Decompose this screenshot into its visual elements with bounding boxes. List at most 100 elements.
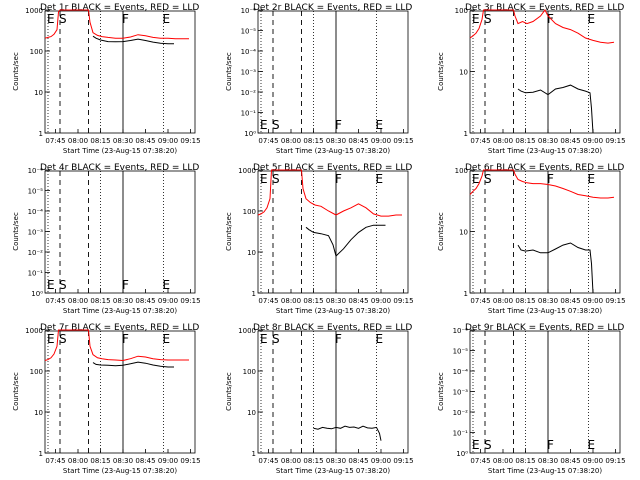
panel-title: Det 5r BLACK = Events, RED = LLD [253, 163, 412, 173]
phase-marker-e: E [163, 12, 171, 26]
phase-marker-e: E [472, 172, 480, 186]
x-tick-label: 08:00 [493, 297, 513, 305]
x-tick-label: 09:15 [180, 137, 200, 145]
y-tick-label: 100 [30, 48, 43, 56]
y-tick-label: 1 [252, 290, 256, 298]
y-tick-label: 10⁰ [456, 450, 468, 458]
events-series-line [313, 425, 382, 441]
phase-marker-e: E [163, 332, 171, 346]
y-tick-label: 10 [459, 229, 468, 237]
x-tick-label: 08:45 [560, 137, 580, 145]
y-tick-label: 10⁻⁶ [241, 7, 257, 15]
x-tick-label: 09:15 [393, 457, 413, 465]
x-tick-label: 08:15 [515, 457, 535, 465]
x-tick-label: 08:45 [135, 457, 155, 465]
x-tick-label: 09:00 [158, 297, 178, 305]
x-tick-label: 09:15 [180, 457, 200, 465]
x-axis-label: Start Time (23-Aug-15 07:38:20) [63, 307, 177, 315]
phase-marker-f: F [335, 118, 342, 132]
panel-title: Det 4r BLACK = Events, RED = LLD [40, 163, 199, 173]
x-tick-label: 09:15 [393, 297, 413, 305]
x-tick-label: 08:45 [560, 457, 580, 465]
panel-title: Det 2r BLACK = Events, RED = LLD [253, 3, 412, 13]
panel-title: Det 1r BLACK = Events, RED = LLD [40, 3, 199, 13]
events-series-line [92, 35, 174, 45]
y-tick-label: 10⁻³ [28, 229, 44, 237]
y-tick-label: 10 [247, 249, 256, 257]
panel-title: Det 6r BLACK = Events, RED = LLD [465, 163, 624, 173]
events-series-line [305, 224, 386, 257]
lld-series-line [257, 169, 402, 217]
x-tick-label: 07:45 [470, 137, 490, 145]
panel-8: Det 8r BLACK = Events, RED = LLD 07:45 08:… [225, 323, 414, 475]
x-tick-label: 08:00 [281, 297, 301, 305]
x-tick-label: 08:15 [515, 137, 535, 145]
phase-marker-e: E [376, 332, 384, 346]
x-tick-label: 07:45 [258, 457, 278, 465]
x-tick-label: 08:30 [326, 457, 346, 465]
y-tick-label: 10⁻² [453, 409, 469, 417]
x-tick-label: 09:15 [393, 137, 413, 145]
x-tick-label: 09:00 [371, 457, 391, 465]
panel-title: Det 9r BLACK = Events, RED = LLD [465, 323, 624, 333]
plot-frame [257, 330, 409, 454]
x-tick-label: 09:15 [605, 137, 625, 145]
y-tick-label: 1 [464, 130, 468, 138]
x-axis-label: Start Time (23-Aug-15 07:38:20) [276, 307, 390, 315]
y-tick-label: 100 [30, 368, 43, 376]
x-tick-label: 08:15 [90, 297, 110, 305]
y-tick-label: 10 [34, 89, 43, 97]
phase-marker-e: E [588, 438, 596, 452]
phase-marker-e: E [588, 172, 596, 186]
x-axis-label: Start Time (23-Aug-15 07:38:20) [488, 307, 602, 315]
panel-title: Det 8r BLACK = Events, RED = LLD [253, 323, 412, 333]
x-tick-label: 09:15 [605, 297, 625, 305]
y-axis-label: Counts/sec [225, 372, 233, 411]
y-axis-label: Counts/sec [225, 52, 233, 91]
y-axis-label: Counts/sec [12, 372, 20, 411]
plot-frame [44, 10, 196, 134]
x-tick-label: 09:00 [158, 137, 178, 145]
x-tick-label: 07:45 [470, 297, 490, 305]
phase-marker-f: F [122, 278, 129, 292]
x-tick-label: 09:00 [583, 297, 603, 305]
y-tick-label: 10⁰ [244, 130, 256, 138]
plot-frame [469, 330, 621, 454]
phase-marker-s: S [59, 332, 67, 346]
plot-frame [469, 170, 621, 294]
x-tick-label: 08:30 [538, 297, 558, 305]
x-tick-label: 08:15 [303, 457, 323, 465]
x-tick-label: 09:00 [158, 457, 178, 465]
plot-frame [469, 10, 621, 134]
phase-marker-e: E [47, 332, 55, 346]
x-tick-label: 08:45 [348, 297, 368, 305]
x-tick-label: 08:00 [493, 137, 513, 145]
phase-marker-s: S [484, 12, 492, 26]
phase-marker-s: S [272, 332, 280, 346]
x-axis-label: Start Time (23-Aug-15 07:38:20) [63, 147, 177, 155]
x-tick-label: 08:30 [538, 137, 558, 145]
x-tick-label: 08:30 [113, 297, 133, 305]
y-tick-label: 10⁻⁵ [453, 348, 469, 356]
x-tick-label: 08:30 [113, 457, 133, 465]
x-tick-label: 07:45 [258, 137, 278, 145]
phase-marker-f: F [335, 172, 342, 186]
y-tick-label: 10⁻³ [453, 389, 469, 397]
y-tick-label: 10⁻⁴ [28, 208, 44, 216]
x-tick-label: 07:45 [258, 297, 278, 305]
x-tick-label: 08:00 [68, 457, 88, 465]
x-tick-label: 08:30 [326, 297, 346, 305]
x-tick-label: 08:45 [560, 297, 580, 305]
y-tick-label: 1000 [238, 167, 256, 175]
phase-marker-e: E [472, 438, 480, 452]
y-axis-label: Counts/sec [437, 212, 445, 251]
y-tick-label: 10⁻⁵ [241, 28, 257, 36]
phase-marker-e: E [588, 12, 596, 26]
y-tick-label: 10⁻³ [241, 69, 257, 77]
lld-series-line [469, 169, 615, 199]
